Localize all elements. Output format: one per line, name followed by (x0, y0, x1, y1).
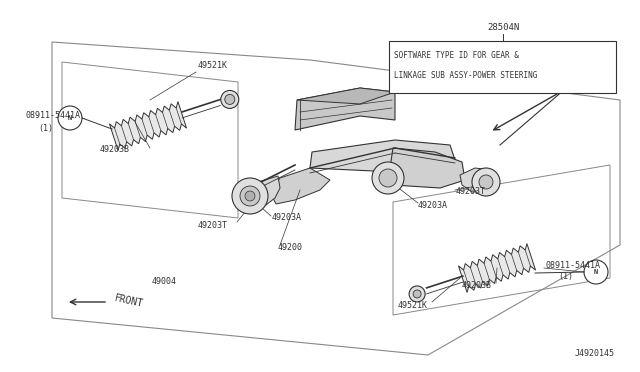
Polygon shape (295, 88, 395, 130)
Circle shape (409, 286, 425, 302)
Text: (1): (1) (38, 124, 53, 132)
Polygon shape (460, 168, 498, 192)
Circle shape (584, 260, 608, 284)
Circle shape (372, 162, 404, 194)
Text: 49203T: 49203T (198, 221, 228, 230)
Polygon shape (238, 176, 280, 210)
Circle shape (472, 168, 500, 196)
Text: 49203A: 49203A (418, 201, 448, 209)
Circle shape (58, 106, 82, 130)
Polygon shape (270, 168, 330, 204)
Circle shape (232, 178, 268, 214)
Polygon shape (109, 102, 187, 150)
Circle shape (479, 175, 493, 189)
Text: LINKAGE SUB ASSY-POWER STEERING: LINKAGE SUB ASSY-POWER STEERING (394, 71, 538, 80)
Text: 49203B: 49203B (462, 280, 492, 289)
Text: 08911-5441A: 08911-5441A (545, 260, 600, 269)
Circle shape (379, 169, 397, 187)
Text: N: N (68, 115, 72, 121)
Text: 49521K: 49521K (398, 301, 428, 310)
Text: FRONT: FRONT (113, 293, 144, 309)
Text: 49203T: 49203T (456, 187, 486, 196)
Text: 49004: 49004 (152, 278, 177, 286)
Polygon shape (458, 244, 536, 292)
Polygon shape (390, 148, 465, 188)
Text: 49203A: 49203A (272, 214, 302, 222)
Polygon shape (297, 88, 395, 104)
Text: (1): (1) (558, 273, 573, 282)
FancyBboxPatch shape (389, 41, 616, 93)
Text: 49200: 49200 (278, 244, 303, 253)
Polygon shape (310, 140, 455, 172)
Circle shape (413, 290, 421, 298)
Circle shape (221, 90, 239, 108)
Text: 28504N: 28504N (487, 23, 519, 32)
Text: SOFTWARE TYPE ID FOR GEAR &: SOFTWARE TYPE ID FOR GEAR & (394, 51, 519, 61)
Text: 49521K: 49521K (198, 61, 228, 71)
Text: J4920145: J4920145 (575, 349, 615, 358)
Text: 08911-5441A: 08911-5441A (26, 112, 81, 121)
Text: N: N (594, 269, 598, 275)
Circle shape (240, 186, 260, 206)
Circle shape (245, 191, 255, 201)
Text: 49203B: 49203B (100, 145, 130, 154)
Circle shape (225, 94, 235, 105)
